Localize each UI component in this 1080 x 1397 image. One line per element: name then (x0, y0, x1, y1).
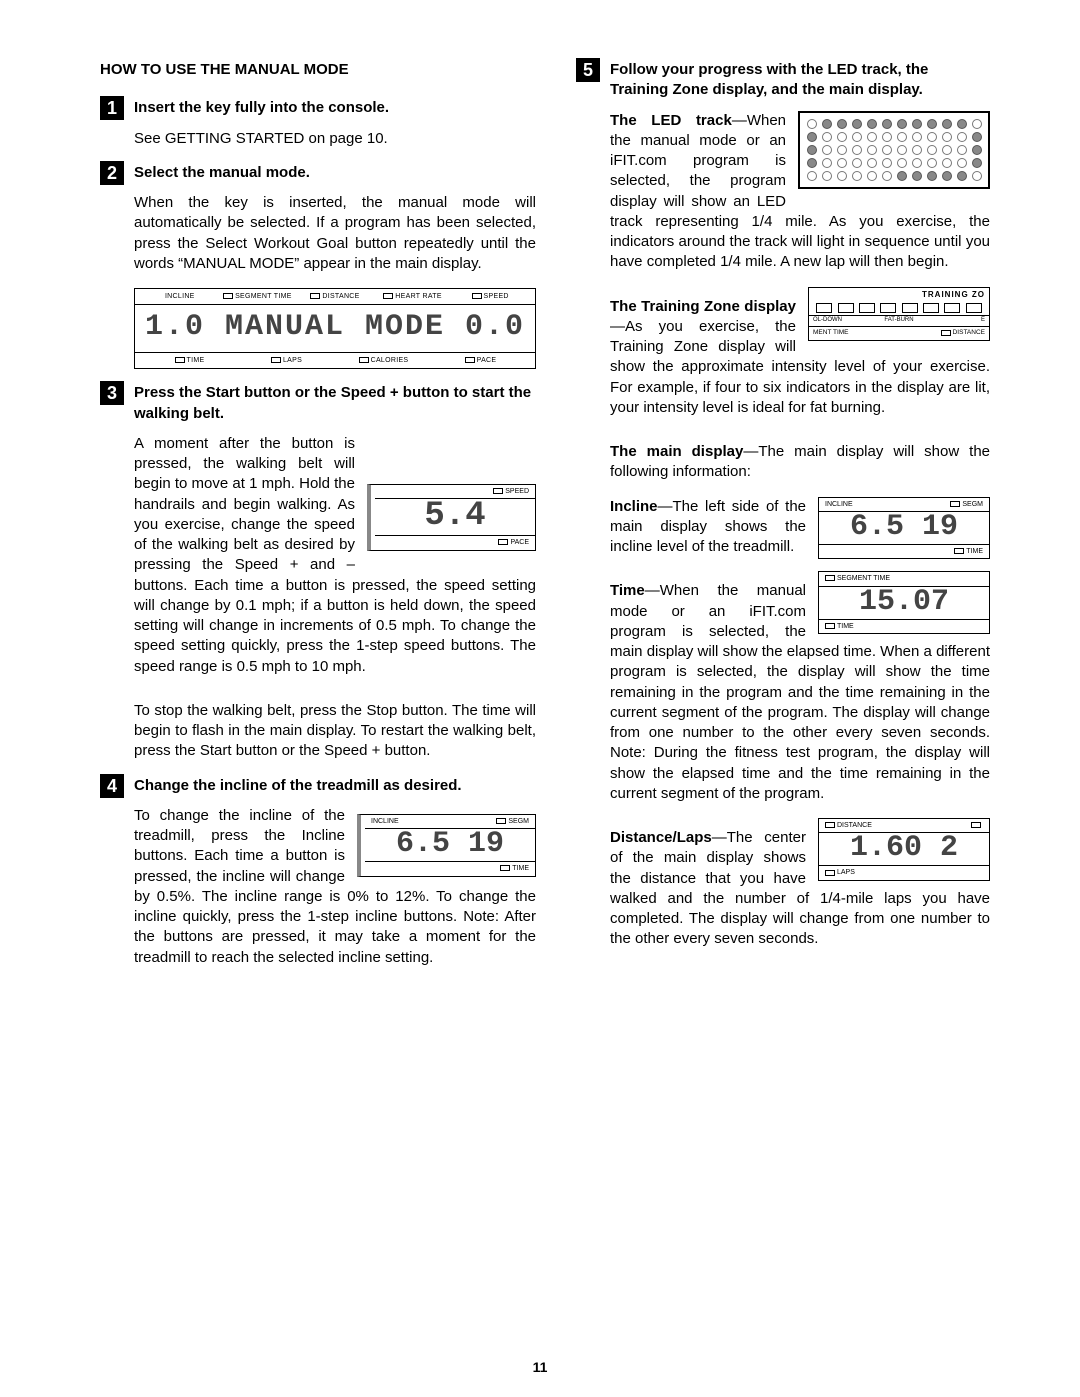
lbl-segtime: SEGMENT TIME (219, 292, 297, 301)
step-4-block: INCLINESEGM 6.5 19 TIME To change the in… (134, 806, 536, 982)
step-3: 3 Press the Start button or the Speed + … (100, 383, 536, 424)
step-num-4: 4 (100, 774, 124, 798)
step-2-head: Select the manual mode. (134, 164, 310, 181)
step-3-p2: To stop the walking belt, press the Stop… (134, 701, 536, 762)
step-5: 5 Follow your progress with the LED trac… (576, 60, 990, 101)
lcd-full-display: INCLINE SEGMENT TIME DISTANCE HEART RATE… (134, 288, 536, 369)
step-1-text: See GETTING STARTED on page 10. (134, 129, 536, 149)
main-label: The main display (610, 443, 743, 460)
step-2: 2 Select the manual mode. (100, 163, 536, 183)
lcd-time-bot: TIME (819, 620, 989, 633)
lbl-pace: PACE (432, 356, 529, 365)
led-track (798, 111, 990, 189)
lcd-inc1-val: 6.5 19 (365, 828, 535, 862)
training-zone-box: TRAINING ZO OL-DOWNFAT-BURNE MENT TIMEDI… (808, 287, 990, 342)
lcd-inc2-top: INCLINESEGM (819, 498, 989, 511)
lbl-speed: SPEED (451, 292, 529, 301)
left-column: HOW TO USE THE MANUAL MODE 1 Insert the … (100, 60, 536, 982)
dist-label: Distance/Laps (610, 829, 712, 846)
page-number: 11 (0, 1358, 1080, 1377)
manual-page: HOW TO USE THE MANUAL MODE 1 Insert the … (0, 0, 1080, 1397)
tz-row1: OL-DOWNFAT-BURNE (809, 315, 989, 327)
lcd-inc2-val: 6.5 19 (819, 511, 989, 545)
lcd-speed-val: 5.4 (375, 498, 535, 536)
lcd-speed: SPEED 5.4 PACE (367, 484, 536, 551)
lbl-laps: LAPS (238, 356, 335, 365)
tz-label: The Training Zone display (610, 298, 796, 315)
tz-bars (809, 300, 989, 315)
step-4: 4 Change the incline of the treadmill as… (100, 776, 536, 796)
lcd-speed-bot: PACE (375, 536, 535, 549)
lcd-dist-top: DISTANCE (819, 819, 989, 832)
lbl-cal: CALORIES (335, 356, 432, 365)
lcd-inc1-top: INCLINESEGM (365, 815, 535, 828)
step-3-head: Press the Start button or the Speed + bu… (134, 384, 531, 421)
incl-label: Incline (610, 498, 658, 515)
step-3-p1: A moment after the button is pressed, th… (134, 434, 536, 677)
step-num-1: 1 (100, 96, 124, 120)
lbl-heart: HEART RATE (374, 292, 452, 301)
lcd-bot-labels: TIME LAPS CALORIES PACE (135, 353, 535, 368)
step-2-text: When the key is inserted, the manual mod… (134, 193, 536, 274)
main-display-para: The main display—The main display will s… (610, 442, 990, 483)
lcd-speed-top: SPEED (375, 485, 535, 498)
step-5-head: Follow your progress with the LED track,… (610, 61, 928, 98)
lbl-distance: DISTANCE (296, 292, 374, 301)
step-num-2: 2 (100, 161, 124, 185)
step-num-3: 3 (100, 381, 124, 405)
tz-title: TRAINING ZO (809, 288, 989, 301)
tz-row2: MENT TIMEDISTANCE (809, 327, 989, 340)
lcd-time-top: SEGMENT TIME (819, 572, 989, 585)
lcd-main-text: 1.0 MANUAL MODE 0.0 (135, 304, 535, 353)
lcd-inc1-bot: TIME (365, 862, 535, 875)
lcd-time-val: 15.07 (819, 586, 989, 620)
lcd-incline-1: INCLINESEGM 6.5 19 TIME (357, 814, 536, 877)
lcd-dist-val: 1.60 2 (819, 832, 989, 866)
step-1-head: Insert the key fully into the console. (134, 99, 389, 116)
step-1: 1 Insert the key fully into the console. (100, 98, 536, 118)
lcd-distance: DISTANCE 1.60 2 LAPS (818, 818, 990, 881)
time-label: Time (610, 582, 645, 599)
step-4-head: Change the incline of the treadmill as d… (134, 777, 462, 794)
lcd-top-labels: INCLINE SEGMENT TIME DISTANCE HEART RATE… (135, 289, 535, 304)
lbl-incline: INCLINE (141, 292, 219, 301)
section-title: HOW TO USE THE MANUAL MODE (100, 60, 536, 80)
lcd-time: SEGMENT TIME 15.07 TIME (818, 571, 990, 634)
lcd-incline-2: INCLINESEGM 6.5 19 TIME (818, 497, 990, 560)
step-3-block: SPEED 5.4 PACE A moment after the button… (134, 434, 536, 762)
led-label: The LED track (610, 112, 732, 129)
right-column: 5 Follow your progress with the LED trac… (576, 60, 990, 982)
lcd-dist-bot: LAPS (819, 866, 989, 879)
lbl-time: TIME (141, 356, 238, 365)
lcd-inc2-bot: TIME (819, 545, 989, 558)
step-5-block: The LED track—When the manual mode or an… (610, 111, 990, 964)
step-num-5: 5 (576, 58, 600, 82)
